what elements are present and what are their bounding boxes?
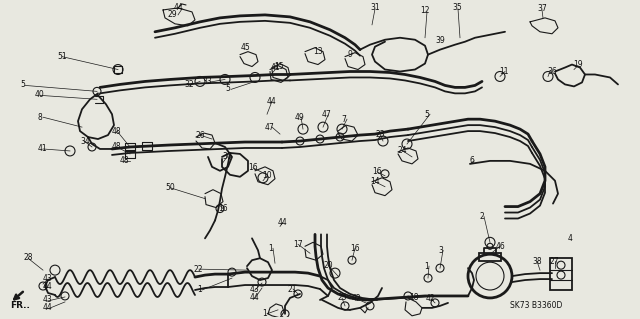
Text: 16: 16 [218,204,228,213]
Text: 16: 16 [372,167,381,176]
Text: 44: 44 [250,293,260,302]
Text: 8: 8 [38,113,43,122]
Text: 15: 15 [274,62,284,71]
Text: 46: 46 [496,242,506,251]
Text: 48: 48 [112,143,122,152]
Text: 44: 44 [43,303,52,312]
Text: 43: 43 [43,274,52,283]
Text: 39: 39 [435,36,445,45]
Text: 13: 13 [313,47,323,56]
Text: 47: 47 [322,110,332,119]
Text: 45: 45 [241,43,251,52]
Text: 36: 36 [547,67,557,76]
Text: 50: 50 [165,183,175,192]
Text: 47: 47 [265,122,275,132]
Text: 44: 44 [278,218,288,227]
Text: SK73 B3360D: SK73 B3360D [510,301,563,310]
Text: 43: 43 [250,286,260,294]
Text: 26: 26 [196,130,205,140]
Text: 42: 42 [352,294,362,303]
Text: 5: 5 [20,80,25,89]
Text: 41: 41 [271,63,280,72]
Text: 14: 14 [370,177,380,186]
Text: 41: 41 [38,145,47,153]
Text: 44: 44 [43,282,52,291]
Text: 28: 28 [24,253,33,262]
Text: 48: 48 [112,127,122,136]
Text: 29: 29 [168,11,178,19]
Text: 1: 1 [424,262,429,271]
Text: 27: 27 [550,257,559,266]
Text: 9: 9 [348,50,353,59]
Text: 38: 38 [532,257,541,266]
Text: 51: 51 [57,52,67,61]
Text: 16: 16 [248,163,258,172]
Text: 17: 17 [293,240,303,249]
Text: 33: 33 [202,77,212,86]
Text: 48: 48 [120,156,130,165]
Text: 31: 31 [370,4,380,12]
Text: 42: 42 [426,294,436,303]
Text: 7: 7 [341,115,346,124]
Text: 30: 30 [222,152,232,161]
Text: 5: 5 [424,110,429,119]
Text: 32: 32 [184,80,194,89]
Bar [479,253,501,261]
Text: 35: 35 [452,4,461,12]
Text: 34: 34 [80,137,90,145]
Text: 44: 44 [267,97,276,106]
Text: 1: 1 [197,286,202,294]
Text: 16: 16 [350,244,360,253]
Text: 25: 25 [337,293,347,302]
Text: 1: 1 [262,309,267,318]
Text: 11: 11 [499,67,509,76]
Text: 5: 5 [225,84,230,93]
Text: 6: 6 [469,156,474,165]
Text: 4: 4 [568,234,573,243]
Text: 18: 18 [409,293,419,302]
Text: 40: 40 [35,90,45,99]
Text: 21: 21 [288,285,298,293]
Text: 44: 44 [174,4,184,12]
Bar [550,258,572,290]
Text: 49: 49 [295,113,305,122]
Text: 23: 23 [375,130,385,138]
Text: 12: 12 [420,6,429,15]
Text: 37: 37 [537,4,547,13]
Text: 19: 19 [573,60,582,69]
Text: 24: 24 [398,146,408,155]
Text: 1: 1 [268,244,273,253]
Text: 22: 22 [194,265,204,274]
Text: 2: 2 [480,212,484,221]
Text: 10: 10 [262,171,271,180]
Text: 20: 20 [323,261,333,270]
Text: FR..: FR.. [10,301,30,310]
Text: 43: 43 [43,295,52,304]
Text: 3: 3 [438,246,443,255]
